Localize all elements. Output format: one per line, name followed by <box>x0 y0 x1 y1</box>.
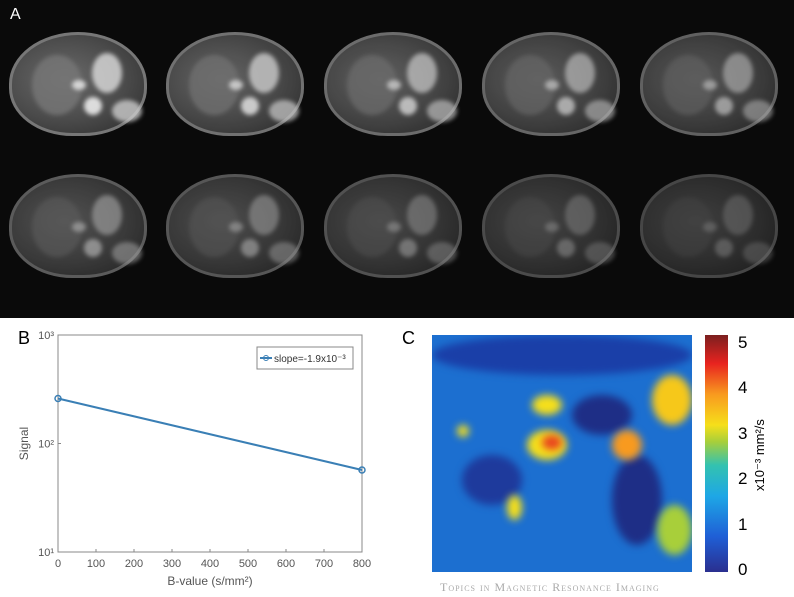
adc-region <box>542 435 562 450</box>
colorbar-label: x10⁻³ mm²/s <box>752 419 767 491</box>
adc-region <box>457 425 469 437</box>
colorbar-tick-label: 2 <box>738 469 748 488</box>
panel-label-c: C <box>402 328 415 348</box>
data-point <box>54 394 62 403</box>
colorbar-tick-label: 3 <box>738 423 748 443</box>
y-tick-label: 10³ <box>38 330 54 342</box>
y-tick-label: 10¹ <box>38 547 54 559</box>
mri-slice <box>318 24 468 142</box>
legend-box <box>256 346 354 370</box>
adc-region <box>657 505 692 555</box>
colorbar-tick-label: 0 <box>738 560 748 579</box>
colorbar-tick-label: 5 <box>738 332 748 352</box>
adc-region <box>432 335 692 375</box>
adc-region <box>572 395 632 435</box>
x-tick-label: 800 <box>353 558 371 570</box>
mri-slice <box>476 166 626 284</box>
watermark: Topics in Magnetic Resonance Imaging <box>440 580 660 594</box>
legend-label: slope=-1.9x10⁻³ <box>274 354 346 365</box>
y-axis-label: Signal <box>17 427 31 460</box>
mri-slice <box>160 166 310 284</box>
mri-slice <box>634 166 784 284</box>
panel-label-a: A <box>10 6 21 23</box>
x-axis-label: B-value (s/mm²) <box>167 574 252 588</box>
adc-region <box>612 430 642 460</box>
adc-region <box>612 455 662 545</box>
adc-region <box>652 375 692 425</box>
series-line <box>57 397 363 471</box>
y-tick-label: 10² <box>38 439 54 451</box>
adc-region <box>532 395 562 415</box>
mri-slice <box>476 24 626 142</box>
x-tick-label: 300 <box>163 558 181 570</box>
mri-slice <box>3 166 153 284</box>
x-tick-label: 100 <box>87 558 105 570</box>
colorbar-tick-label: 1 <box>738 514 748 534</box>
panel-a-dwi-images: A <box>0 0 794 318</box>
colorbar <box>705 335 728 572</box>
mri-slice <box>318 166 468 284</box>
signal-vs-bvalue-chart: 0 100 200 300 400 500 600 700 800 10¹ 10² 10³ B-valu… <box>17 330 371 588</box>
x-tick-label: 0 <box>55 558 61 570</box>
panel-label-b: B <box>18 328 31 348</box>
x-tick-label: 200 <box>125 558 143 570</box>
colorbar-tick-label: 4 <box>738 378 748 397</box>
x-tick-label: 400 <box>201 558 219 570</box>
x-tick-label: 600 <box>277 558 295 570</box>
adc-map-image <box>432 335 692 572</box>
mri-slice <box>160 24 310 142</box>
mri-slice <box>3 24 153 142</box>
mri-slice <box>634 24 784 142</box>
legend-marker <box>263 355 269 361</box>
adc-region <box>507 495 522 520</box>
x-tick-label: 700 <box>315 558 333 570</box>
x-tick-label: 500 <box>239 558 257 570</box>
data-point <box>358 466 366 474</box>
